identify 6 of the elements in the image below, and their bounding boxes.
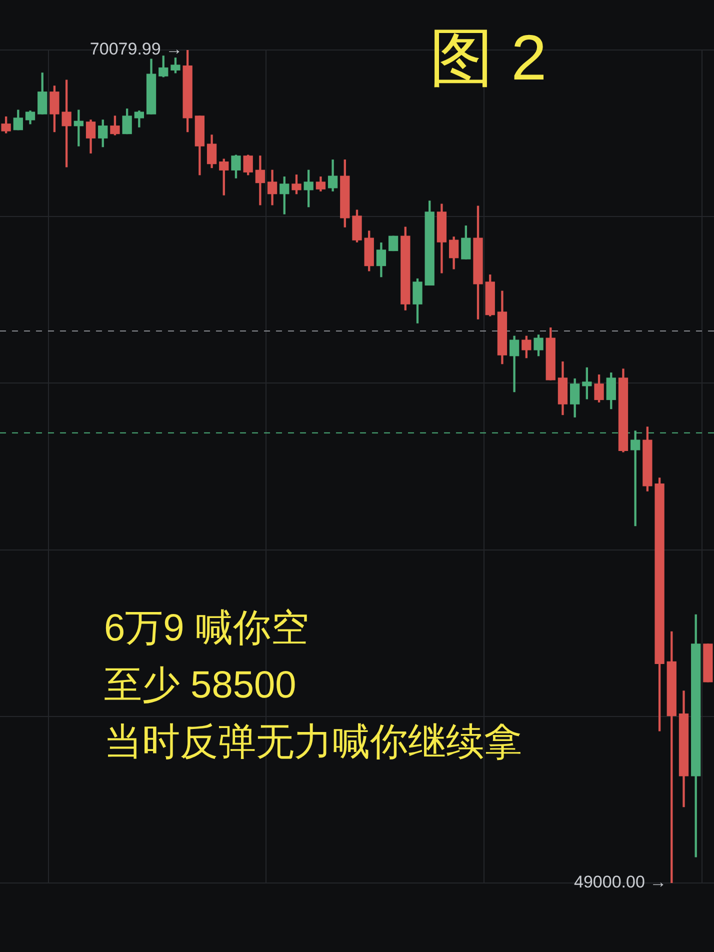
annotation: 70079.99 → <box>90 40 183 59</box>
annotation: 当时反弹无力喊你继续拿 <box>104 721 522 764</box>
annotation: 6万9 喊你空 <box>104 607 309 650</box>
chart-title: 图 2 <box>429 22 547 94</box>
annotation: 49000.00 → <box>574 872 667 892</box>
annotation: 至少 58500 <box>104 664 296 706</box>
